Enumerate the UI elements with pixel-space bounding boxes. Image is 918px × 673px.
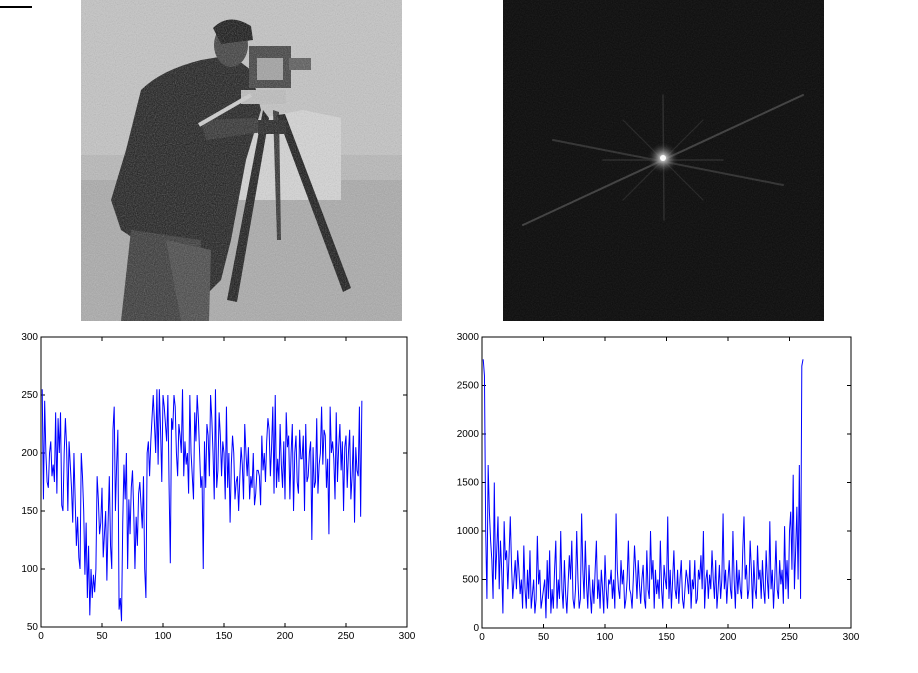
y-tick-label: 500 — [462, 575, 479, 586]
x-tick-label: 200 — [720, 632, 737, 643]
x-tick-label: 100 — [155, 631, 172, 642]
y-tick-label: 1500 — [457, 478, 480, 489]
y-tick-label: 1000 — [457, 526, 480, 537]
noisy-cameraman-photo — [81, 0, 402, 321]
x-tick-label: 0 — [479, 632, 485, 643]
series-line — [482, 359, 804, 619]
x-tick-label: 250 — [338, 631, 355, 642]
y-tick-label: 3000 — [457, 332, 480, 343]
corner-mark — [0, 6, 32, 8]
y-tick-label: 100 — [21, 564, 38, 575]
y-tick-label: 2500 — [457, 381, 480, 392]
x-tick-label: 50 — [96, 631, 108, 642]
x-tick-label: 300 — [399, 631, 416, 642]
x-tick-label: 150 — [216, 631, 233, 642]
x-tick-label: 150 — [658, 632, 675, 643]
y-tick-label: 2000 — [457, 429, 480, 440]
y-tick-label: 200 — [21, 448, 38, 459]
axes-box — [481, 336, 852, 629]
x-tick-label: 100 — [597, 632, 614, 643]
y-tick-label: 250 — [21, 390, 38, 401]
x-tick-label: 0 — [38, 631, 44, 642]
x-tick-label: 250 — [781, 632, 798, 643]
series-line — [41, 389, 363, 622]
y-tick-label: 50 — [27, 622, 39, 633]
x-tick-label: 200 — [277, 631, 294, 642]
x-tick-label: 50 — [538, 632, 550, 643]
y-tick-label: 300 — [21, 332, 38, 343]
y-tick-label: 0 — [473, 623, 479, 634]
fft-magnitude-spectrum — [503, 0, 824, 321]
y-tick-label: 150 — [21, 506, 38, 517]
x-tick-label: 300 — [843, 632, 860, 643]
axes-box — [40, 336, 408, 628]
